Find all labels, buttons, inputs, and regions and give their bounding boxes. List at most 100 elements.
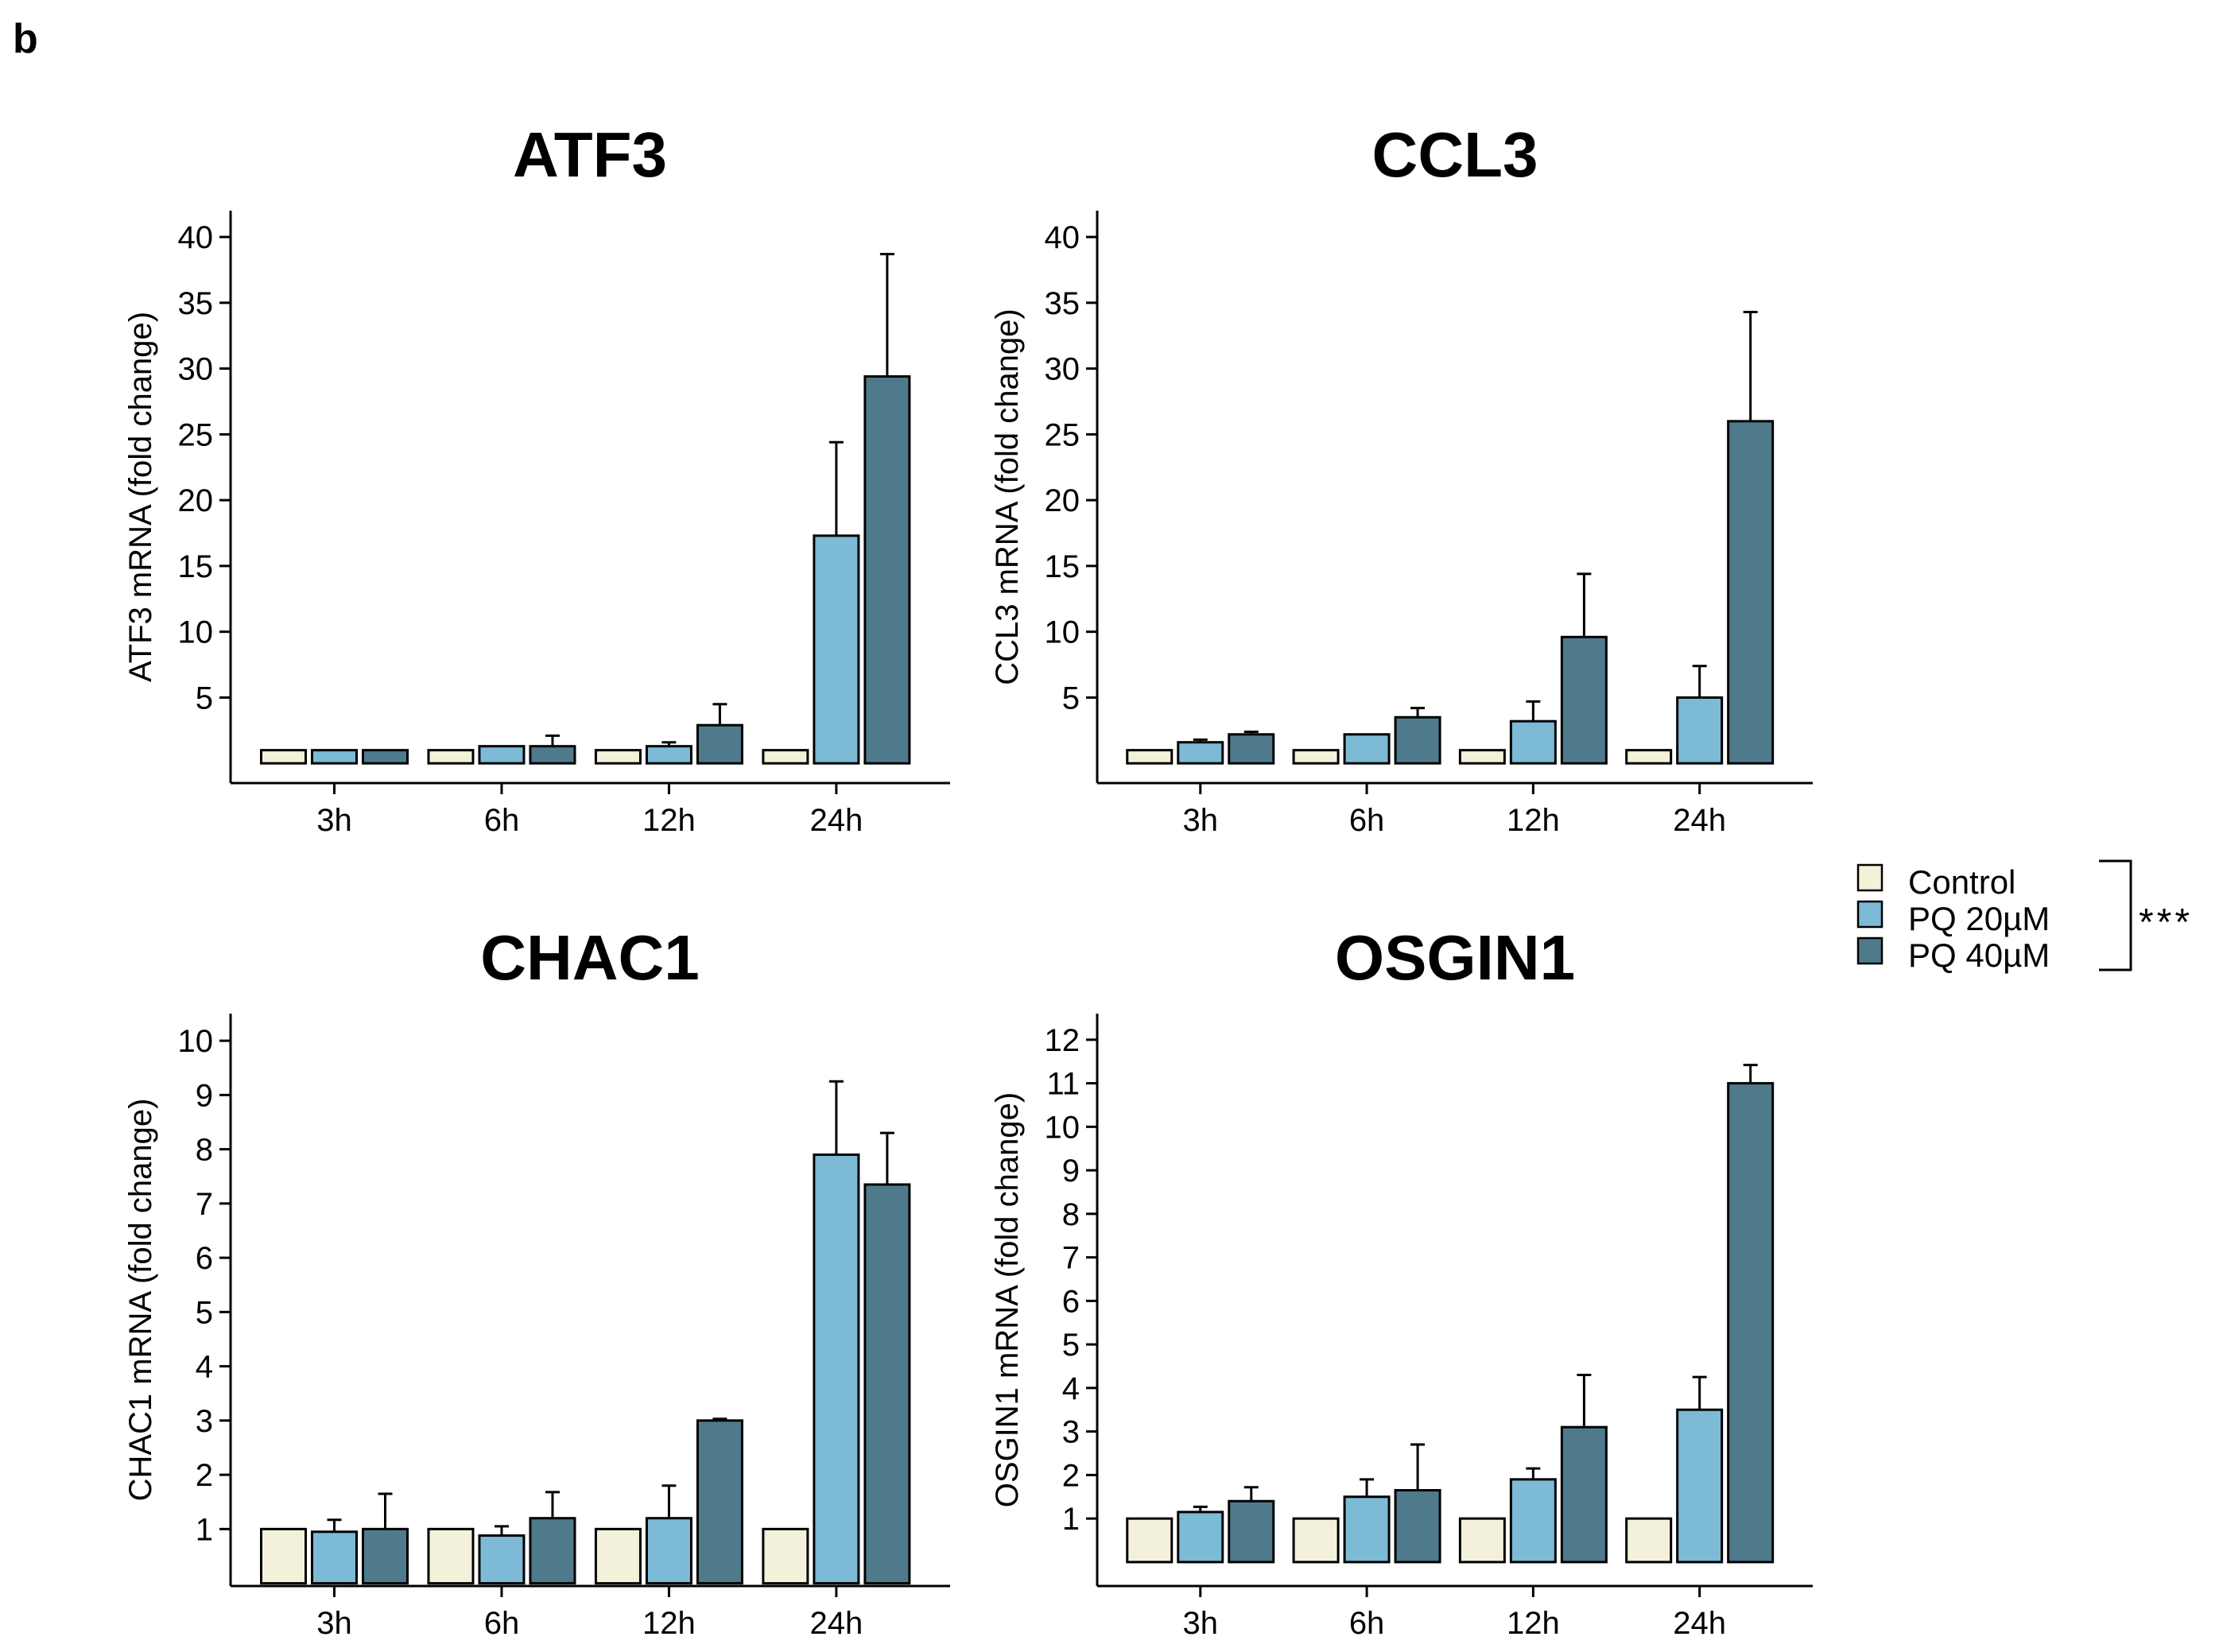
x-tick-label: 3h — [1183, 1606, 1219, 1641]
y-tick-label: 5 — [1062, 1328, 1080, 1363]
y-tick-label: 12 — [1045, 1023, 1080, 1058]
bar-atf3-24h-control — [762, 749, 809, 765]
bar-atf3-24h-pq20 — [813, 534, 860, 765]
y-axis-label-atf3: ATF3 mRNA (fold change) — [123, 312, 158, 682]
y-tick-label: 2 — [1062, 1458, 1080, 1493]
legend: Control PQ 20µM PQ 40µM *** — [1856, 859, 2193, 974]
bar-atf3-12h-pq40 — [696, 723, 743, 765]
y-tick-label: 3 — [196, 1404, 213, 1439]
x-tick-label: 6h — [484, 803, 520, 838]
panel-label: b — [13, 16, 38, 62]
bar-chac1-6h-pq20 — [478, 1534, 526, 1585]
x-tick-label: 6h — [1349, 803, 1385, 838]
bar-atf3-3h-pq40 — [361, 749, 409, 765]
bar-chac1-24h-pq40 — [863, 1183, 911, 1585]
bar-ccl3-12h-pq40 — [1560, 635, 1608, 765]
chart-ccl3: CCL3 CCL3 mRNA (fold change) 5 10 15 20 25 30 35… — [990, 119, 1813, 838]
y-tick-label: 10 — [1045, 615, 1080, 650]
y-tick-label: 7 — [1062, 1241, 1080, 1276]
bar-atf3-12h-pq20 — [645, 745, 693, 765]
bar-ccl3-12h-control — [1458, 749, 1506, 765]
legend-swatch-pq40 — [1856, 937, 1884, 965]
chart-title-ccl3: CCL3 — [1372, 119, 1538, 190]
y-tick-label: 25 — [178, 417, 214, 452]
bar-osgin1-24h-pq20 — [1676, 1408, 1724, 1564]
bar-chac1-3h-control — [259, 1527, 307, 1585]
bar-ccl3-3h-pq20 — [1177, 741, 1224, 765]
x-tick-label: 6h — [484, 1606, 520, 1641]
y-tick-label: 4 — [1062, 1371, 1080, 1406]
x-tick-label: 12h — [1507, 1606, 1560, 1641]
x-tick-label: 24h — [1673, 1606, 1726, 1641]
x-tick-label: 12h — [1507, 803, 1560, 838]
bar-osgin1-12h-control — [1458, 1517, 1506, 1564]
legend-label-control: Control — [1908, 863, 2015, 901]
y-tick-label: 10 — [1045, 1110, 1080, 1145]
significance-bracket — [2099, 859, 2132, 971]
y-tick-label: 4 — [196, 1350, 213, 1385]
y-tick-label: 1 — [196, 1512, 213, 1547]
bar-ccl3-6h-control — [1292, 749, 1340, 765]
y-tick-label: 3 — [1062, 1415, 1080, 1450]
x-tick-label: 24h — [1673, 803, 1726, 838]
x-tick-label: 12h — [642, 803, 696, 838]
y-tick-label: 8 — [1062, 1197, 1080, 1232]
y-tick-label: 6 — [1062, 1284, 1080, 1319]
y-tick-label: 2 — [196, 1458, 213, 1493]
bar-atf3-3h-pq20 — [310, 749, 358, 765]
y-tick-label: 5 — [196, 681, 213, 715]
chart-title-osgin1: OSGIN1 — [1335, 922, 1575, 993]
x-tick-label: 6h — [1349, 1606, 1385, 1641]
y-tick-label: 40 — [1045, 220, 1080, 255]
bar-chac1-12h-pq40 — [696, 1419, 743, 1585]
y-tick-label: 10 — [178, 1024, 214, 1059]
bar-chac1-6h-control — [427, 1527, 475, 1585]
bar-chac1-12h-pq20 — [645, 1517, 693, 1585]
y-tick-label: 30 — [1045, 352, 1080, 387]
y-axis-label-osgin1: OSGIN1 mRNA (fold change) — [990, 1092, 1025, 1507]
bar-ccl3-6h-pq20 — [1343, 733, 1391, 765]
y-tick-label: 20 — [178, 483, 214, 518]
bar-chac1-3h-pq20 — [310, 1530, 358, 1585]
bar-atf3-6h-pq40 — [529, 745, 576, 765]
bar-osgin1-12h-pq40 — [1560, 1425, 1608, 1564]
y-tick-label: 20 — [1045, 483, 1080, 518]
legend-swatch-pq20 — [1856, 900, 1884, 929]
bar-osgin1-3h-pq20 — [1177, 1510, 1224, 1564]
y-tick-label: 30 — [178, 352, 214, 387]
y-tick-label: 15 — [178, 549, 214, 584]
y-tick-label: 15 — [1045, 549, 1080, 584]
bar-chac1-24h-control — [762, 1527, 809, 1585]
y-tick-label: 40 — [178, 220, 214, 255]
bar-ccl3-6h-pq40 — [1394, 715, 1441, 765]
bar-osgin1-6h-control — [1292, 1517, 1340, 1564]
x-tick-label: 3h — [1183, 803, 1219, 838]
bar-atf3-3h-control — [259, 749, 307, 765]
bar-chac1-24h-pq20 — [813, 1153, 860, 1585]
bar-osgin1-24h-control — [1625, 1517, 1673, 1564]
bar-ccl3-3h-control — [1126, 749, 1174, 765]
y-axis-label-ccl3: CCL3 mRNA (fold change) — [990, 308, 1025, 685]
bar-osgin1-3h-control — [1126, 1517, 1174, 1564]
x-tick-label: 12h — [642, 1606, 696, 1641]
y-tick-label: 1 — [1062, 1502, 1080, 1537]
x-tick-label: 3h — [316, 803, 352, 838]
significance-label: *** — [2139, 902, 2193, 944]
bar-atf3-12h-control — [594, 749, 642, 765]
bar-atf3-6h-control — [427, 749, 475, 765]
y-tick-label: 7 — [196, 1187, 213, 1222]
bar-chac1-12h-control — [594, 1527, 642, 1585]
chart-title-chac1: CHAC1 — [480, 922, 700, 993]
y-tick-label: 8 — [196, 1133, 213, 1168]
chart-atf3: ATF3 ATF3 mRNA (fold change) 5 10 15 20 25 30 35… — [123, 119, 950, 838]
legend-label-pq20: PQ 20µM — [1908, 900, 2050, 937]
y-tick-label: 35 — [1045, 286, 1080, 321]
y-tick-label: 10 — [178, 615, 214, 650]
bar-osgin1-6h-pq20 — [1343, 1495, 1391, 1564]
bar-chac1-3h-pq40 — [361, 1527, 409, 1585]
legend-label-pq40: PQ 40µM — [1908, 937, 2050, 974]
bar-osgin1-12h-pq20 — [1509, 1478, 1557, 1564]
chart-title-atf3: ATF3 — [513, 119, 667, 190]
bar-ccl3-24h-pq40 — [1727, 420, 1775, 765]
